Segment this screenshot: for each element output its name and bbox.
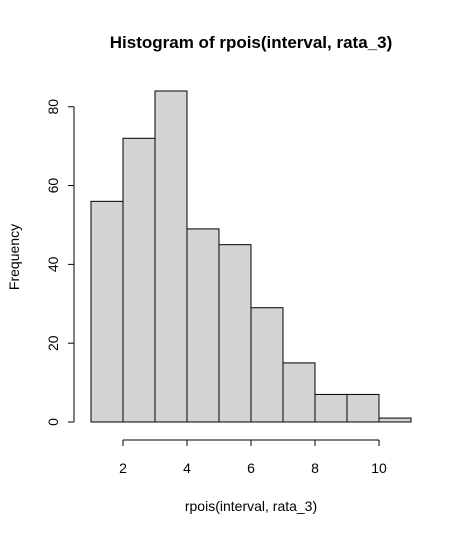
histogram-bar-6 [250, 307, 284, 423]
x-tick-label: 2 [119, 460, 127, 476]
y-tick-label: 0 [45, 418, 61, 426]
y-tick-label: 20 [45, 335, 61, 351]
histogram-bar-2 [122, 137, 156, 423]
histogram-bar-8 [314, 393, 348, 423]
y-axis-label: Frequency [6, 224, 22, 290]
histogram-bar-3 [154, 90, 188, 423]
x-axis-label: rpois(interval, rata_3) [185, 498, 317, 514]
histogram-bar-10 [378, 417, 412, 423]
y-tick-label: 80 [45, 99, 61, 115]
y-axis: 0 20 40 60 80 [45, 99, 75, 426]
chart-title: Histogram of rpois(interval, rata_3) [110, 33, 392, 52]
x-tick-label: 10 [371, 460, 387, 476]
x-tick-label: 4 [183, 460, 191, 476]
y-tick-label: 40 [45, 256, 61, 272]
bars-group [90, 90, 412, 423]
x-tick-label: 8 [311, 460, 319, 476]
x-tick-label: 6 [247, 460, 255, 476]
y-tick-label: 60 [45, 178, 61, 194]
histogram-bar-9 [346, 393, 380, 423]
histogram-bar-7 [282, 362, 316, 423]
histogram-bar-5 [218, 244, 252, 423]
histogram-bar-1 [90, 200, 124, 423]
x-axis: 2 4 6 8 10 [119, 439, 387, 476]
histogram-bar-4 [186, 228, 220, 423]
